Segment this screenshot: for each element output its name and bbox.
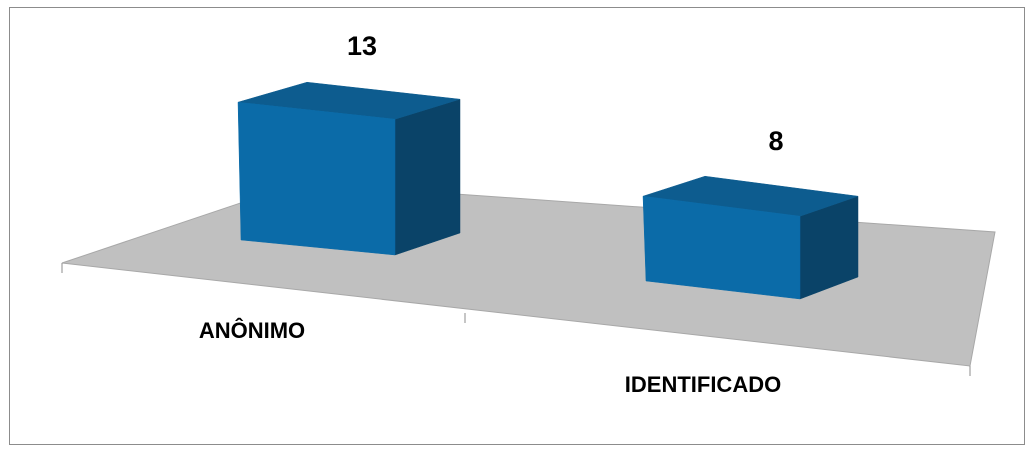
bar-anônimo: [237, 81, 461, 256]
labels-layer: 13 ANÔNIMO 8 IDENTIFICADO: [199, 31, 784, 397]
bar-identificado: [642, 175, 859, 300]
bar-front-face: [642, 195, 801, 300]
bars-layer: [237, 81, 859, 300]
data-label: 13: [347, 31, 377, 61]
category-label: ANÔNIMO: [199, 318, 305, 343]
bar-front-face: [237, 101, 396, 256]
category-label: IDENTIFICADO: [625, 372, 781, 397]
bar-side-face: [394, 98, 461, 256]
data-label: 8: [768, 126, 783, 156]
